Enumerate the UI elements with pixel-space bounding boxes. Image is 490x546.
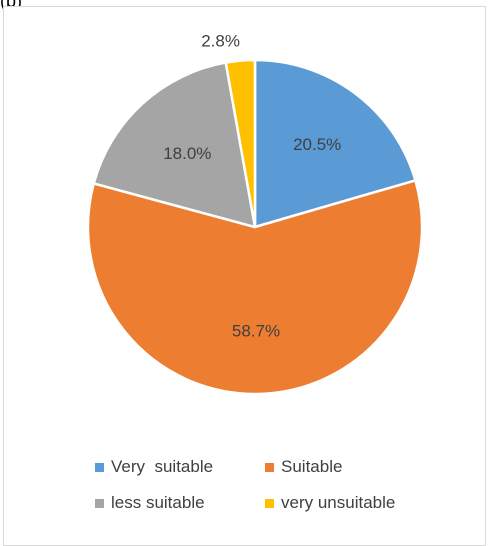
legend-label: Very suitable [111,457,214,476]
legend-label: Suitable [281,457,343,476]
pie-slices [86,58,424,396]
legend-label: very unsuitable [281,493,396,512]
data-label: 58.7% [232,322,280,341]
legend-item-less-suitable: less suitable [95,493,265,513]
legend-swatch [265,498,274,508]
slice-less-suitable [92,61,257,229]
legend-row: less suitable very unsuitable [95,490,435,516]
pie-data-labels: 20.5% 58.7% 18.0% 2.8% [163,32,341,341]
slice-very-suitable [253,58,417,229]
chart-legend: Very suitable Suitable less suitable ver… [95,454,435,526]
legend-swatch [95,462,104,472]
legend-item-very-suitable: Very suitable [95,457,265,477]
legend-row: Very suitable Suitable [95,454,435,480]
slice-very-unsuitable [224,58,257,229]
figure-label: (b) [0,0,22,12]
legend-item-suitable: Suitable [265,457,342,477]
legend-swatch [95,498,104,508]
legend-item-very-unsuitable: very unsuitable [265,493,395,513]
data-label: 2.8% [201,32,240,51]
data-label: 20.5% [293,135,341,154]
slice-suitable [86,179,424,396]
legend-label: less suitable [111,493,205,512]
legend-swatch [265,462,274,472]
data-label: 18.0% [163,144,211,163]
